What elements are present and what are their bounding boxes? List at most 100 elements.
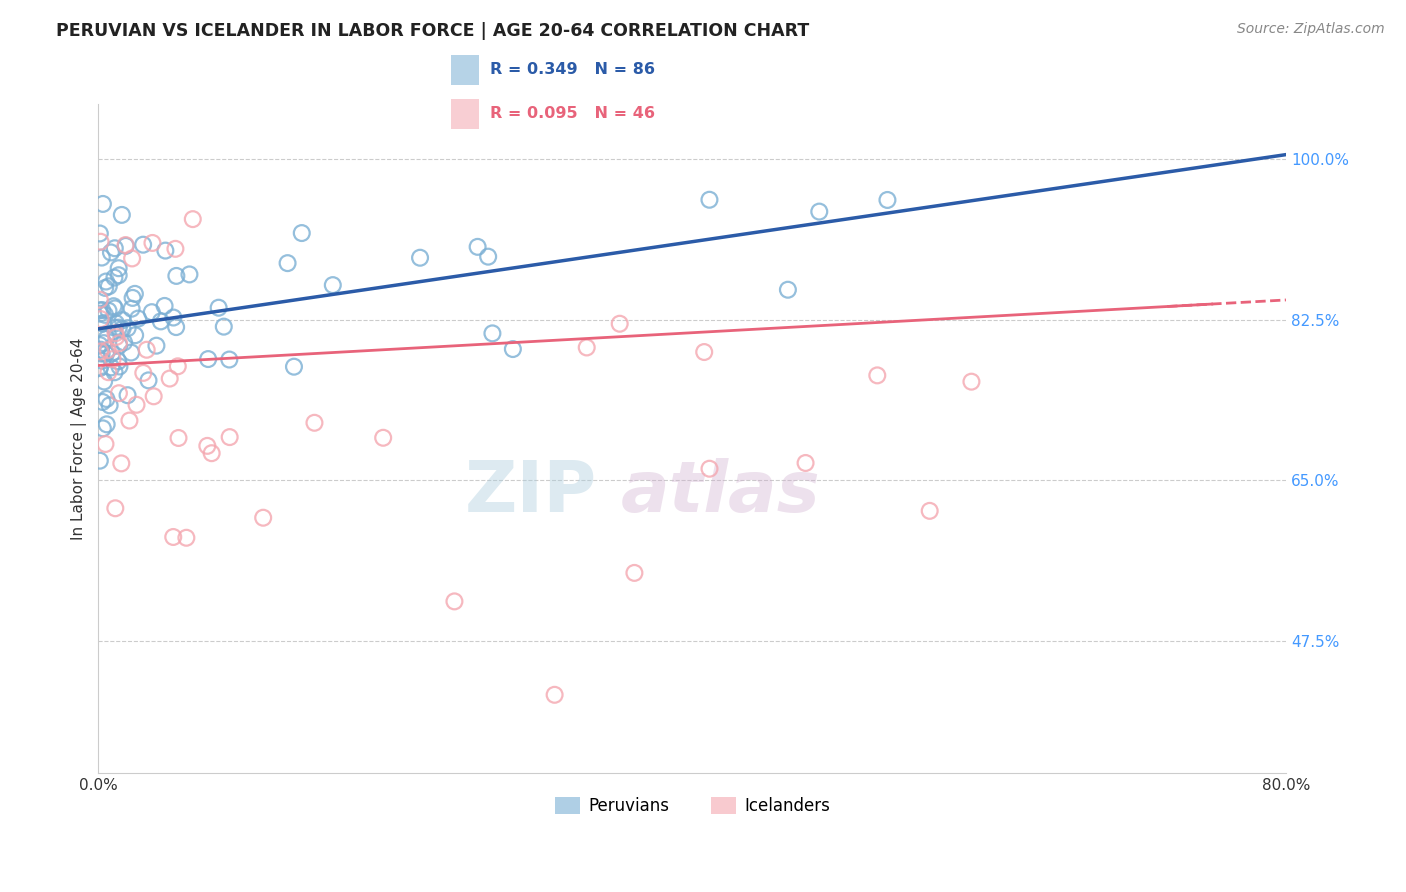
Point [91, 303, 114, 318]
Point [103, 270, 125, 285]
Point [104, 301, 127, 316]
Point [181, 212, 204, 227]
Point [179, 268, 201, 282]
Point [112, 335, 135, 350]
FancyBboxPatch shape [451, 99, 479, 129]
Point [89, 361, 111, 376]
Point [101, 352, 124, 367]
Point [104, 501, 127, 516]
Point [153, 299, 176, 313]
Point [283, 359, 305, 374]
Point [89, 227, 111, 241]
Point [132, 366, 155, 380]
Point [89, 338, 111, 352]
Point [207, 301, 229, 315]
Point [94, 308, 117, 322]
Point [94, 275, 117, 289]
Point [101, 346, 124, 360]
Point [118, 413, 141, 427]
Point [124, 286, 146, 301]
Y-axis label: In Labor Force | Age 20-64: In Labor Force | Age 20-64 [72, 338, 87, 540]
Point [304, 416, 326, 430]
Point [94, 347, 117, 361]
Point [90, 251, 112, 265]
Text: ZIP: ZIP [465, 458, 598, 527]
Point [94, 437, 117, 451]
Point [104, 320, 127, 334]
Point [162, 530, 184, 544]
Point [111, 322, 134, 336]
Point [218, 352, 240, 367]
Point [91, 421, 114, 435]
Point [197, 352, 219, 367]
Point [277, 256, 299, 270]
Point [218, 430, 240, 444]
Point [108, 386, 131, 401]
Point [165, 242, 187, 256]
Point [117, 388, 139, 402]
Point [141, 305, 163, 319]
Point [195, 439, 218, 453]
Point [108, 338, 131, 352]
Point [89, 344, 111, 359]
Point [124, 328, 146, 343]
Point [117, 321, 139, 335]
Point [876, 193, 898, 207]
Point [142, 389, 165, 403]
Point [89, 307, 111, 321]
Legend: Peruvians, Icelanders: Peruvians, Icelanders [548, 790, 837, 822]
Point [104, 241, 127, 255]
Point [409, 251, 432, 265]
Point [125, 398, 148, 412]
Point [105, 330, 128, 344]
Point [114, 239, 136, 253]
Point [201, 446, 224, 460]
Point [94, 281, 117, 295]
Point [108, 336, 131, 351]
Point [98, 398, 121, 412]
Point [91, 353, 114, 368]
Point [481, 326, 503, 341]
Point [212, 319, 235, 334]
Point [121, 252, 143, 266]
Point [107, 354, 129, 368]
Point [108, 320, 131, 334]
Point [866, 368, 889, 383]
Point [477, 250, 499, 264]
Point [90, 343, 112, 357]
Point [103, 299, 125, 313]
Point [93, 336, 115, 351]
Point [100, 245, 122, 260]
Point [699, 193, 721, 207]
Text: Source: ZipAtlas.com: Source: ZipAtlas.com [1237, 22, 1385, 37]
Point [97, 365, 120, 379]
Point [291, 226, 314, 240]
Point [176, 531, 198, 545]
Point [90, 312, 112, 326]
Point [104, 326, 127, 341]
Point [141, 235, 163, 250]
Point [89, 453, 111, 467]
Point [97, 343, 120, 358]
Point [699, 461, 721, 475]
Point [100, 360, 122, 375]
Point [97, 279, 120, 293]
Point [776, 283, 799, 297]
Text: R = 0.095   N = 46: R = 0.095 N = 46 [489, 106, 655, 121]
Point [808, 204, 831, 219]
Text: R = 0.349   N = 86: R = 0.349 N = 86 [489, 62, 655, 78]
Point [121, 291, 143, 305]
Point [794, 456, 817, 470]
Point [111, 313, 134, 327]
Point [443, 594, 465, 608]
Point [108, 359, 131, 374]
Point [543, 688, 565, 702]
Point [159, 371, 181, 385]
Point [96, 332, 118, 346]
Point [97, 303, 120, 318]
Point [502, 342, 524, 356]
Point [155, 244, 177, 258]
Point [96, 417, 118, 432]
Point [162, 310, 184, 325]
FancyBboxPatch shape [451, 55, 479, 85]
